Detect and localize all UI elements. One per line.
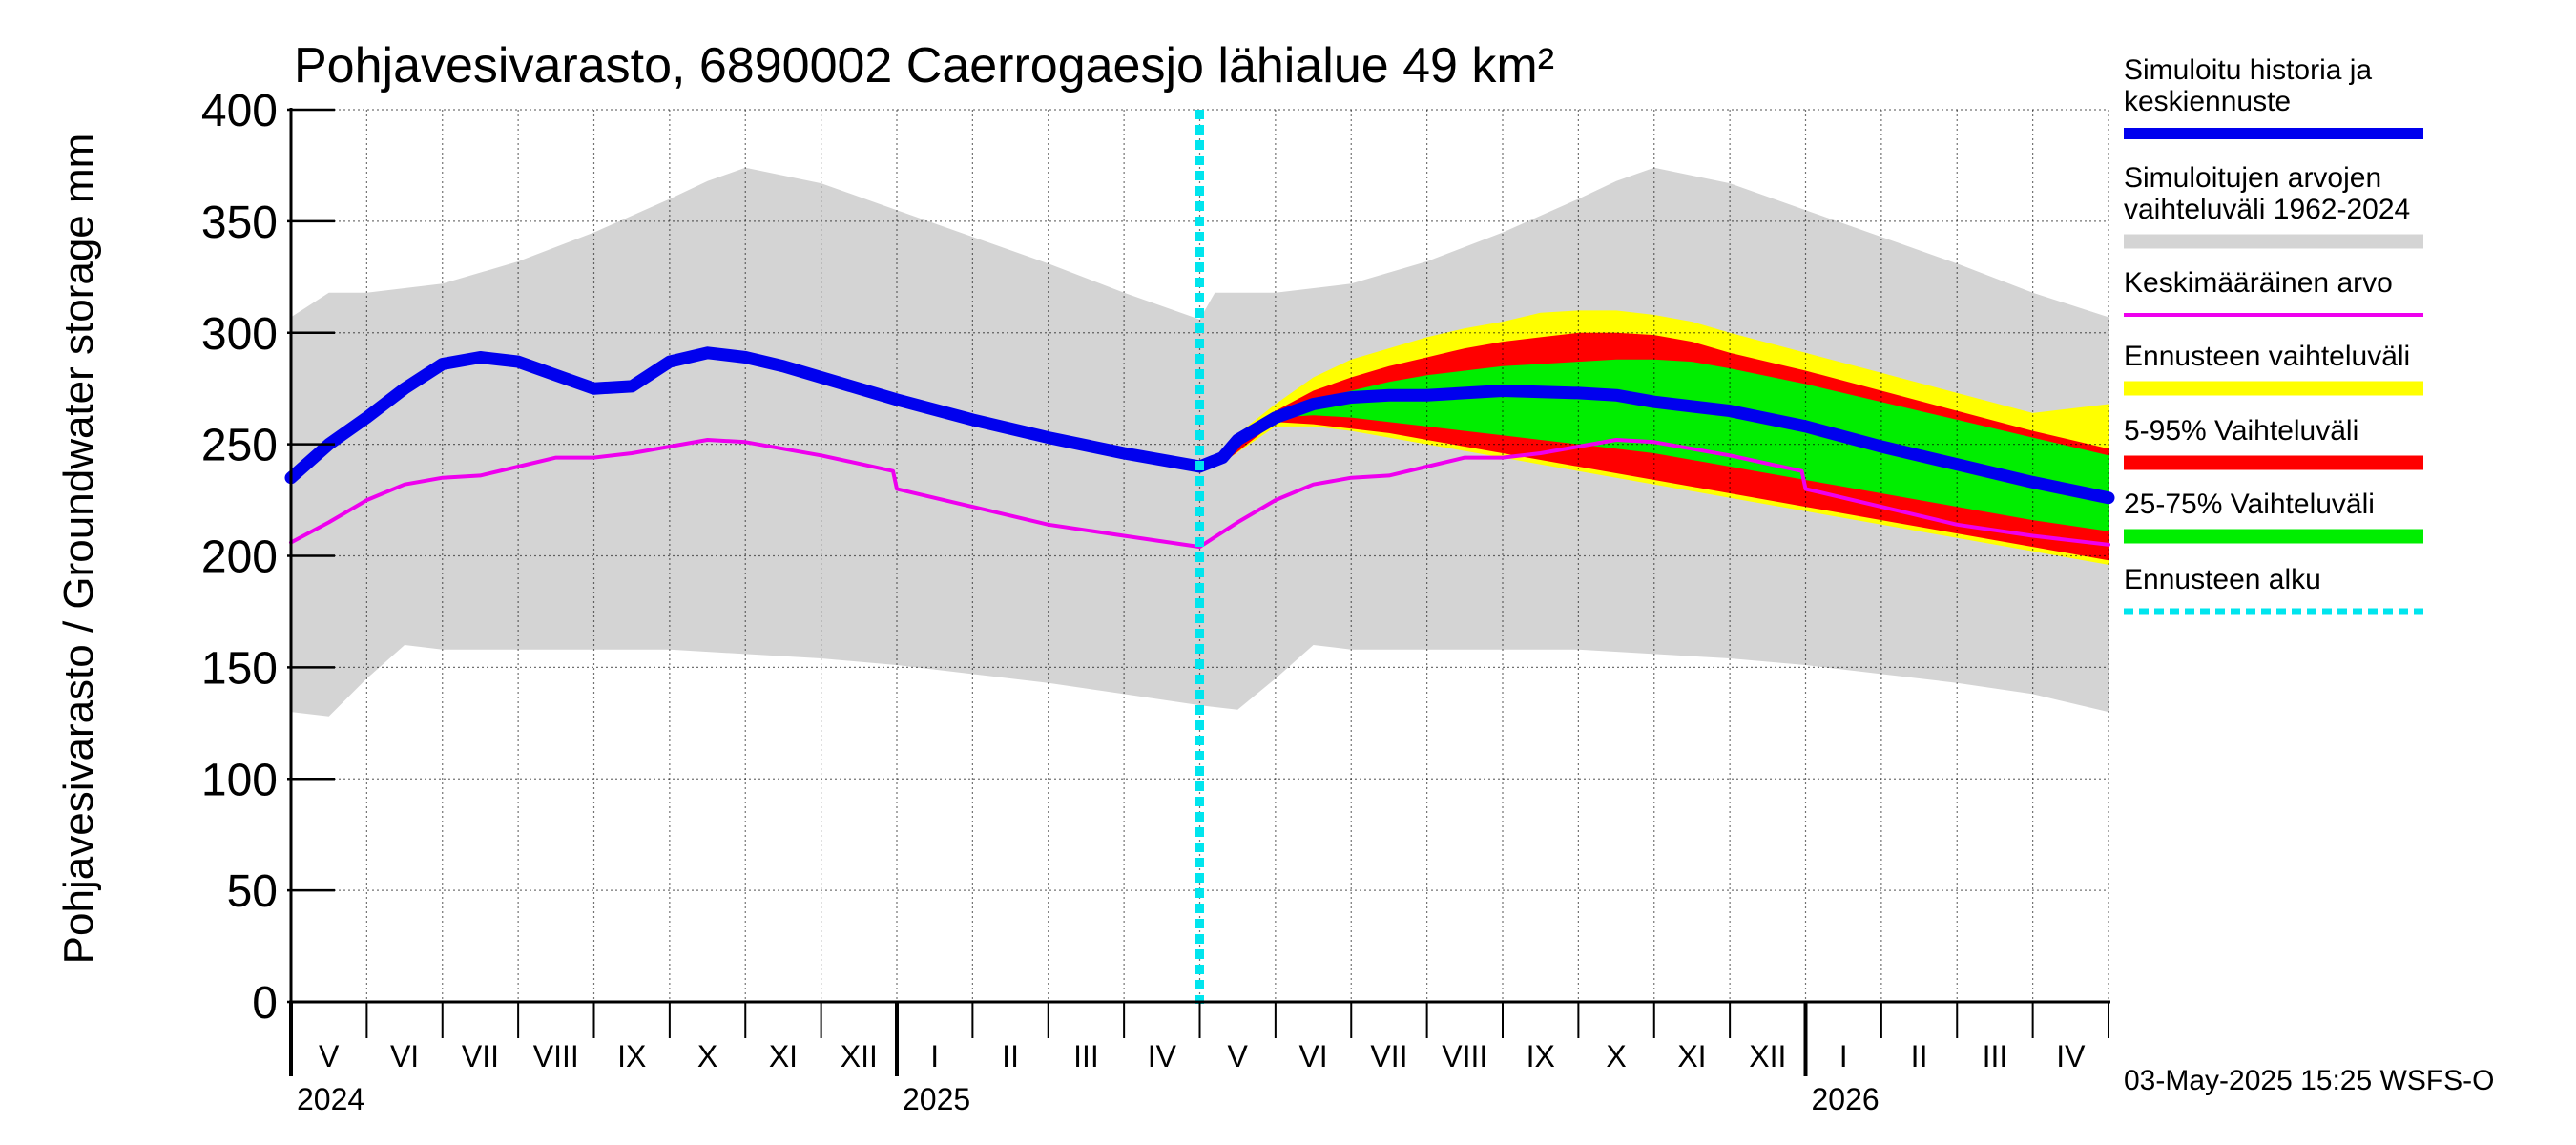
month-label: I [930,1039,939,1073]
simulated-line [284,346,2115,505]
legend-label: Keskimääräinen arvo [2124,267,2393,299]
month-label: I [1839,1039,1848,1073]
month-label: XI [1677,1039,1706,1073]
y-tick-label: 300 [201,309,278,360]
legend-label: 25-75% Vaihteluväli [2124,489,2375,520]
chart-title: Pohjavesivarasto, 6890002 Caerrogaesjo l… [294,38,1554,94]
y-tick-label: 50 [227,866,278,917]
history-range-band [291,167,2109,717]
year-label: 2026 [1812,1082,1880,1116]
month-label: V [1228,1039,1249,1073]
y-tick-label: 400 [201,86,278,136]
legend-label: Simuloitujen arvojen [2124,162,2381,194]
month-label: VI [1298,1039,1327,1073]
month-label: XII [1749,1039,1786,1073]
timestamp-footer: 03-May-2025 15:25 WSFS-O [2124,1065,2495,1096]
month-label: II [1002,1039,1019,1073]
month-label: XI [769,1039,798,1073]
y-axis-label: Pohjavesivarasto / Groundwater storage m… [55,134,102,965]
legend-label: keskiennuste [2124,86,2291,117]
month-label: XII [841,1039,878,1073]
month-label: IX [1527,1039,1555,1073]
month-label: X [1606,1039,1626,1073]
month-label: VII [1370,1039,1407,1073]
month-label: V [319,1039,340,1073]
y-tick-label: 0 [252,978,278,1029]
month-label: III [1073,1039,1099,1073]
grid-layer [291,109,2109,1002]
month-label: IV [2056,1039,2086,1073]
month-label: VII [462,1039,499,1073]
legend-label: Ennusteen alku [2124,564,2321,595]
month-label: VIII [533,1039,579,1073]
y-tick-label: 200 [201,532,278,583]
y-tick-label: 150 [201,643,278,694]
month-label: III [1983,1039,2008,1073]
mean-line [289,438,2110,550]
year-label: 2025 [903,1082,970,1116]
legend-label: Simuloitu historia ja [2124,54,2372,86]
month-label: IV [1148,1039,1177,1073]
legend-label: 5-95% Vaihteluväli [2124,415,2358,447]
month-label: VI [390,1039,419,1073]
month-label: II [1911,1039,1928,1073]
legend-label: Ennusteen vaihteluväli [2124,341,2410,372]
year-label: 2024 [297,1082,364,1116]
month-label: X [697,1039,717,1073]
y-tick-label: 250 [201,421,278,471]
line-layer [284,110,2115,1004]
month-label: VIII [1442,1039,1487,1073]
month-label: IX [617,1039,646,1073]
legend-label: vaihteluväli 1962-2024 [2124,194,2410,225]
y-tick-label: 100 [201,755,278,805]
y-tick-label: 350 [201,198,278,248]
